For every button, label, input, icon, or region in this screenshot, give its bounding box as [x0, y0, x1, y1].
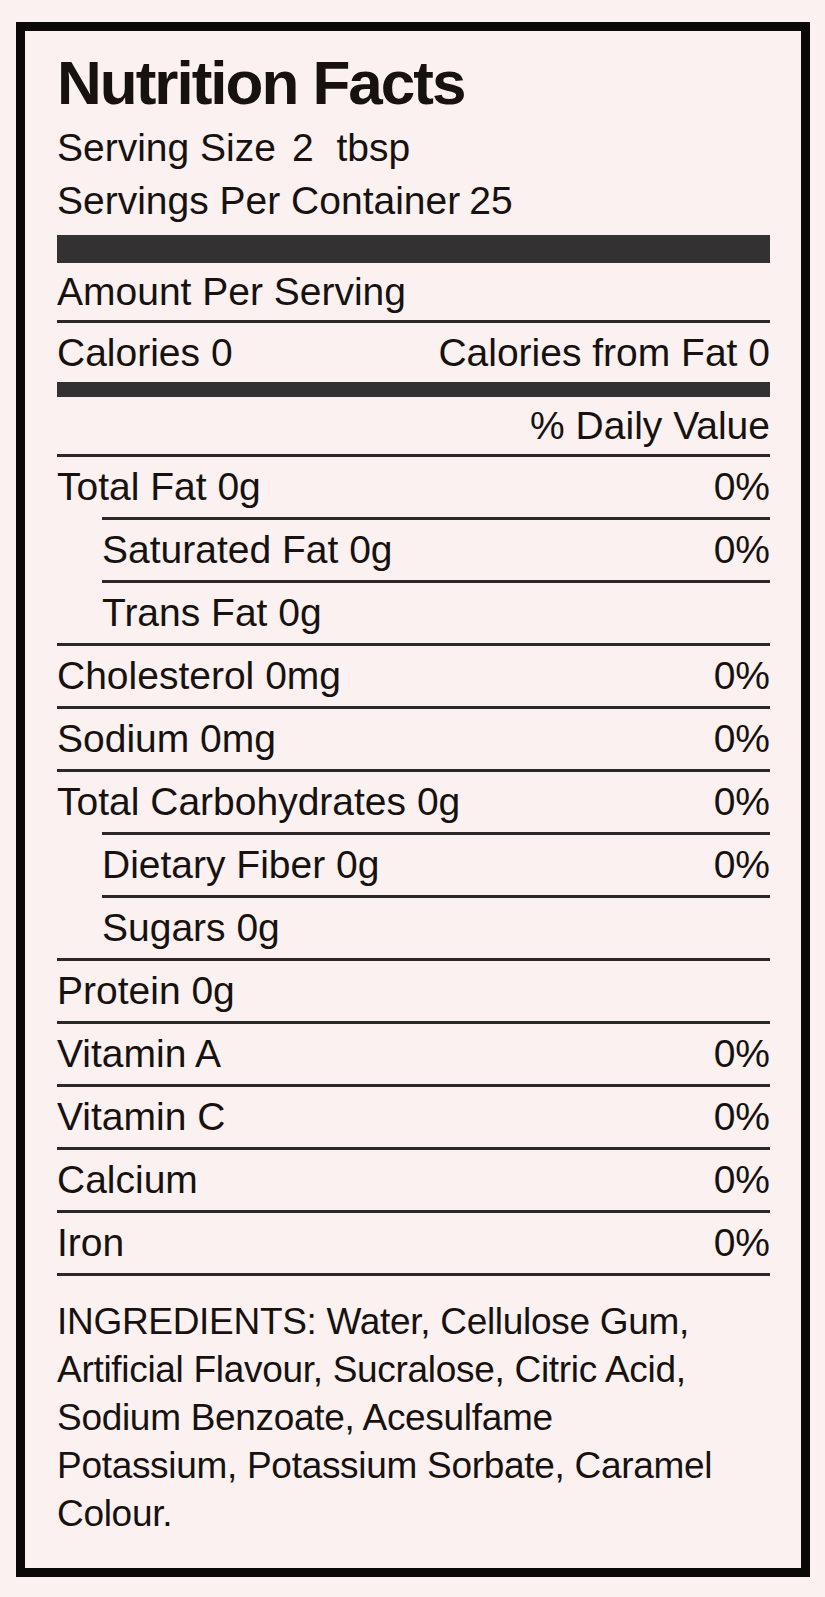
nutrient-amount: 0g [236, 906, 279, 949]
nutrient-label: Vitamin A [57, 1032, 221, 1076]
nutrient-daily-value: 0% [714, 528, 770, 572]
ingredients-line: INGREDIENTS: Water, Cellulose Gum, [57, 1298, 770, 1346]
nutrient-row-protein: Protein 0g [57, 958, 770, 1021]
nutrient-name: Sodium [57, 717, 189, 760]
calories-from-fat-group: Calories from Fat 0 [438, 331, 770, 375]
nutrient-daily-value: 0% [714, 465, 770, 509]
nutrient-daily-value: 0% [714, 843, 770, 887]
nutrient-name: Total Fat [57, 465, 207, 508]
ingredients-section: INGREDIENTS: Water, Cellulose Gum, Artif… [57, 1298, 770, 1538]
nutrient-amount: 0g [336, 843, 379, 886]
nutrient-amount: 0g [278, 591, 321, 634]
nutrient-row-calcium: Calcium 0% [57, 1147, 770, 1210]
nutrient-name: Saturated Fat [102, 528, 338, 571]
nutrient-label: Sugars 0g [102, 906, 280, 950]
calories-value: 0 [211, 331, 233, 374]
servings-per-container-label: Servings Per Container [57, 179, 460, 222]
nutrient-label: Dietary Fiber 0g [102, 843, 379, 887]
servings-per-container-row: Servings Per Container25 [57, 174, 770, 227]
nutrient-daily-value: 0% [714, 1095, 770, 1139]
thick-divider-mid [57, 382, 770, 397]
nutrient-row-vitamin-c: Vitamin C 0% [57, 1084, 770, 1147]
nutrient-label: Vitamin C [57, 1095, 225, 1139]
serving-size-label: Serving Size [57, 126, 276, 169]
nutrient-amount: 0g [349, 528, 392, 571]
nutrition-label: Nutrition Facts Serving Size 2 tbsp Servi… [16, 22, 810, 1577]
nutrient-row-total-carbohydrates: Total Carbohydrates 0g 0% [57, 769, 770, 832]
nutrient-row-cholesterol: Cholesterol 0mg 0% [57, 643, 770, 706]
calories-from-fat-label: Calories from Fat [438, 331, 737, 374]
nutrient-amount: 0g [417, 780, 460, 823]
nutrient-row-vitamin-a: Vitamin A 0% [57, 1021, 770, 1084]
calories-from-fat-value: 0 [748, 331, 770, 374]
nutrient-row-saturated-fat: Saturated Fat 0g 0% [102, 517, 770, 580]
nutrient-daily-value: 0% [714, 717, 770, 761]
thick-divider-top [57, 235, 770, 263]
nutrient-name: Calcium [57, 1158, 198, 1201]
label-title: Nutrition Facts [57, 45, 770, 121]
nutrient-label: Sodium 0mg [57, 717, 276, 761]
nutrient-name: Protein [57, 969, 181, 1012]
amount-per-serving-row: Amount Per Serving [57, 263, 770, 323]
calories-group: Calories 0 [57, 331, 233, 375]
nutrient-daily-value: 0% [714, 1158, 770, 1202]
nutrient-label: Cholesterol 0mg [57, 654, 341, 698]
nutrient-name: Dietary Fiber [102, 843, 325, 886]
serving-size-row: Serving Size 2 tbsp [57, 121, 770, 174]
page-background: { "colors": { "background": "#faf1f0", "… [0, 0, 825, 1597]
nutrient-daily-value: 0% [714, 654, 770, 698]
nutrient-row-sugars: Sugars 0g [102, 895, 770, 958]
ingredients-line: Colour. [57, 1490, 770, 1538]
servings-per-container-value: 25 [469, 179, 512, 222]
nutrient-row-iron: Iron 0% [57, 1210, 770, 1276]
nutrient-row-total-fat: Total Fat 0g 0% [57, 454, 770, 517]
nutrient-name: Trans Fat [102, 591, 267, 634]
nutrient-label: Calcium [57, 1158, 198, 1202]
serving-size-value: 2 tbsp [292, 126, 410, 169]
nutrient-amount: 0mg [265, 654, 341, 697]
nutrient-name: Cholesterol [57, 654, 254, 697]
nutrient-label: Protein 0g [57, 969, 235, 1013]
ingredients-line: Artificial Flavour, Sucralose, Citric Ac… [57, 1346, 770, 1394]
nutrient-label: Trans Fat 0g [102, 591, 322, 635]
nutrient-amount: 0g [217, 465, 260, 508]
daily-value-header: % Daily Value [57, 397, 770, 454]
daily-value-header-label: % Daily Value [530, 404, 770, 448]
nutrient-daily-value: 0% [714, 1032, 770, 1076]
nutrient-row-sodium: Sodium 0mg 0% [57, 706, 770, 769]
nutrient-label: Total Carbohydrates 0g [57, 780, 460, 824]
nutrient-amount: 0mg [200, 717, 276, 760]
nutrient-name: Total Carbohydrates [57, 780, 406, 823]
calories-row: Calories 0 Calories from Fat 0 [57, 323, 770, 382]
nutrient-daily-value: 0% [714, 1221, 770, 1265]
nutrient-daily-value: 0% [714, 780, 770, 824]
amount-per-serving-label: Amount Per Serving [57, 270, 406, 313]
nutrient-name: Vitamin C [57, 1095, 225, 1138]
nutrient-name: Sugars [102, 906, 226, 949]
nutrient-label: Total Fat 0g [57, 465, 261, 509]
nutrient-label: Iron [57, 1221, 124, 1265]
ingredients-line: Potassium, Potassium Sorbate, Caramel [57, 1442, 770, 1490]
nutrient-amount: 0g [191, 969, 234, 1012]
nutrient-label: Saturated Fat 0g [102, 528, 393, 572]
ingredients-line: Sodium Benzoate, Acesulfame [57, 1394, 770, 1442]
nutrient-name: Iron [57, 1221, 124, 1264]
nutrient-row-dietary-fiber: Dietary Fiber 0g 0% [102, 832, 770, 895]
calories-label: Calories [57, 331, 200, 374]
nutrient-row-trans-fat: Trans Fat 0g [102, 580, 770, 643]
nutrient-name: Vitamin A [57, 1032, 221, 1075]
